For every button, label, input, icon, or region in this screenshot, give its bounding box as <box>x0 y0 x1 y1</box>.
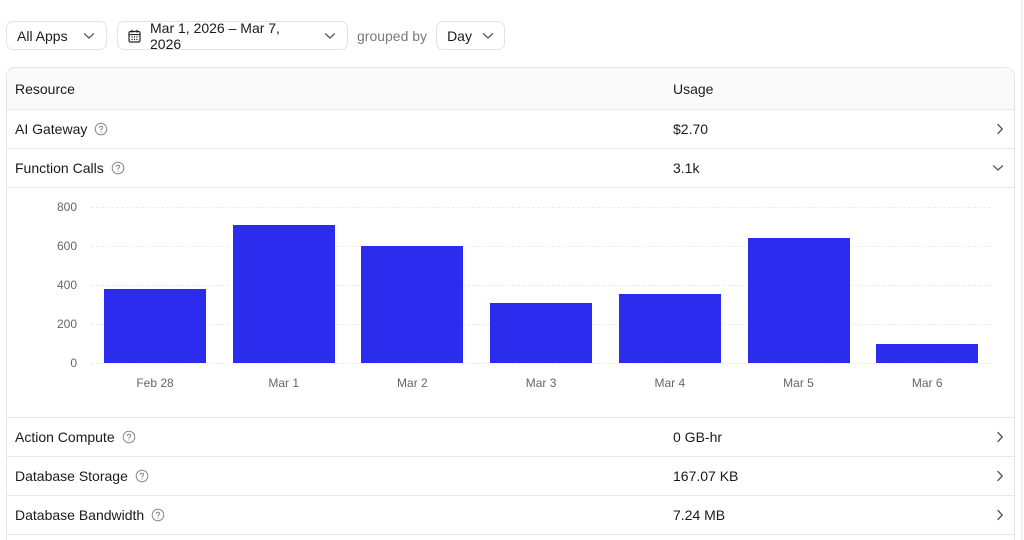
chevron-right-icon[interactable] <box>996 509 1004 521</box>
column-header-usage: Usage <box>673 80 714 97</box>
usage-value: $2.70 <box>673 121 709 137</box>
usage-value: 0 GB-hr <box>673 429 723 445</box>
usage-value: 167.07 KB <box>673 468 739 484</box>
chevron-down-icon <box>324 32 336 40</box>
resource-name: AI Gateway <box>15 121 88 137</box>
filter-bar: All Apps Mar 1, 2026 – Mar 7, 2026 <box>6 19 506 52</box>
table-row-action-compute[interactable]: Action Compute 0 GB-hr <box>7 418 1014 457</box>
x-axis-label: Mar 4 <box>654 376 686 390</box>
gridline <box>91 207 991 208</box>
date-range-picker[interactable]: Mar 1, 2026 – Mar 7, 2026 <box>117 19 348 52</box>
y-axis-tick: 200 <box>56 317 77 331</box>
help-icon[interactable] <box>111 161 125 175</box>
x-axis-label: Feb 28 <box>136 376 174 390</box>
gridline <box>91 246 991 247</box>
table-row-database-bandwidth[interactable]: Database Bandwidth 7.24 MB <box>7 496 1014 535</box>
chart-bar[interactable] <box>490 302 593 363</box>
resource-name: Action Compute <box>15 429 115 445</box>
chart-bar[interactable] <box>104 288 206 363</box>
column-header-resource: Resource <box>15 80 75 97</box>
y-axis-tick: 400 <box>56 278 77 292</box>
chart-bar[interactable] <box>876 344 979 363</box>
y-axis-tick: 0 <box>70 356 77 370</box>
resource-name: Database Bandwidth <box>15 507 145 523</box>
help-icon[interactable] <box>94 122 108 136</box>
table-header: Resource Usage <box>7 68 1014 110</box>
app-select[interactable]: All Apps <box>6 21 107 50</box>
help-icon[interactable] <box>135 469 149 483</box>
function-calls-chart: 0 200 400 600 800 Feb 28 Mar 1 Mar 2 Mar 3 Mar 4 M… <box>7 188 1014 418</box>
resource-name: Database Storage <box>15 468 128 484</box>
usage-table: Resource Usage AI Gateway $2.70 Function… <box>6 67 1015 540</box>
x-axis-label: Mar 1 <box>268 376 300 390</box>
usage-value: 3.1k <box>673 160 700 176</box>
gridline <box>91 363 991 364</box>
chevron-right-icon[interactable] <box>996 470 1004 482</box>
group-by-label: Day <box>447 27 472 44</box>
gridline <box>91 285 991 286</box>
y-axis-tick: 800 <box>56 200 77 214</box>
x-axis-label: Mar 6 <box>911 376 943 390</box>
table-row-ai-gateway[interactable]: AI Gateway $2.70 <box>7 110 1014 149</box>
group-by-select[interactable]: Day <box>436 21 506 50</box>
table-row-database-storage[interactable]: Database Storage 167.07 KB <box>7 457 1014 496</box>
chevron-down-icon[interactable] <box>992 164 1004 172</box>
chart-bar[interactable] <box>618 293 721 363</box>
resource-name: Function Calls <box>15 160 104 176</box>
chevron-right-icon[interactable] <box>996 123 1004 135</box>
calendar-icon <box>128 29 141 43</box>
help-icon[interactable] <box>122 430 136 444</box>
app-select-label: All Apps <box>17 27 68 44</box>
chart-bar[interactable] <box>232 225 335 363</box>
table-row-function-calls[interactable]: Function Calls 3.1k <box>7 149 1014 188</box>
y-axis-tick: 600 <box>56 239 77 253</box>
chart-bar[interactable] <box>361 246 464 363</box>
scrollbar[interactable] <box>1021 0 1024 540</box>
chevron-down-icon <box>83 32 95 40</box>
usage-value: 7.24 MB <box>673 507 726 523</box>
chart-bar[interactable] <box>747 238 850 363</box>
x-axis-label: Mar 5 <box>783 376 814 390</box>
x-axis-label: Mar 2 <box>397 376 428 390</box>
help-icon[interactable] <box>151 508 165 522</box>
x-axis-label: Mar 3 <box>525 376 557 390</box>
chevron-down-icon <box>482 32 494 40</box>
grouped-by-label: grouped by <box>357 27 428 44</box>
chevron-right-icon[interactable] <box>996 431 1004 443</box>
date-range-label: Mar 1, 2026 – Mar 7, 2026 <box>150 19 280 52</box>
